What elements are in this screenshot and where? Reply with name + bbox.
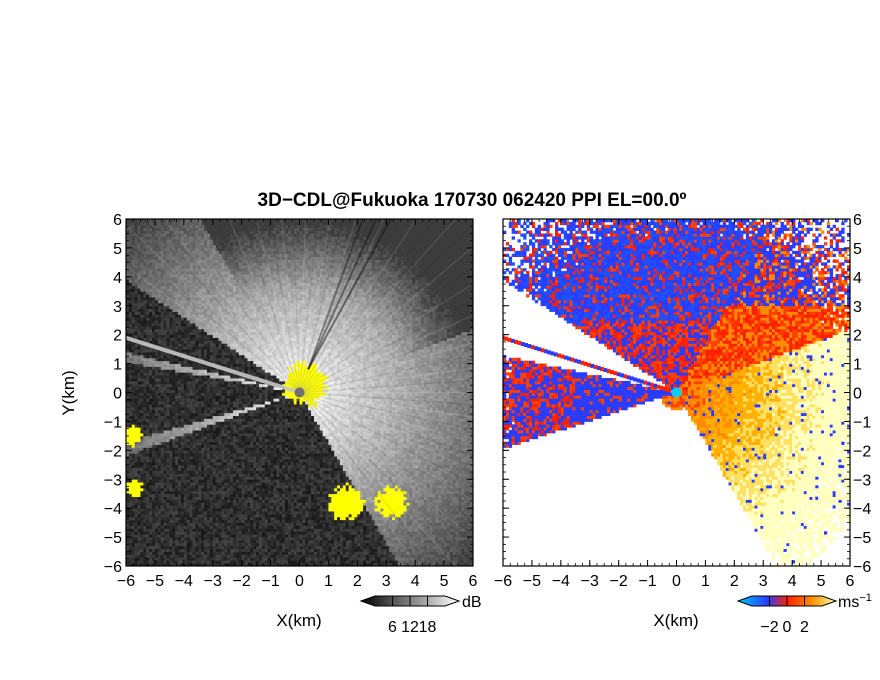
colorbar-tick-label: 2: [800, 619, 809, 636]
x-tick-label: 0: [672, 573, 681, 590]
colorbar-tick-label: 0: [783, 619, 792, 636]
y-tick-label-right: 6: [853, 212, 862, 229]
x-tick-label: −5: [523, 573, 541, 590]
colorbar-tick-label: 12: [401, 619, 419, 636]
velocity-colorbar-unit: ms−1: [838, 592, 872, 611]
y-tick-label: −4: [104, 501, 122, 518]
x-tick-label: 0: [295, 573, 304, 590]
y-tick-label: 0: [113, 386, 122, 403]
y-tick-label-right: 2: [853, 328, 862, 345]
x-tick-label: −6: [117, 573, 135, 590]
x-tick-label: −1: [261, 573, 279, 590]
x-tick-label: 1: [324, 573, 333, 590]
velocity-x-axis-label: X(km): [653, 611, 698, 630]
y-tick-label-right: −6: [853, 559, 871, 576]
y-tick-label-right: −5: [853, 530, 871, 547]
intensity-x-axis-label: X(km): [276, 611, 321, 630]
x-tick-label: −6: [494, 573, 512, 590]
x-tick-label: 2: [730, 573, 739, 590]
x-tick-label: −4: [175, 573, 193, 590]
y-tick-label: 3: [113, 299, 122, 316]
x-tick-label: −3: [204, 573, 222, 590]
y-tick-label: −5: [104, 530, 122, 547]
x-tick-label: 5: [440, 573, 449, 590]
y-tick-label: 2: [113, 328, 122, 345]
y-tick-label: 6: [113, 212, 122, 229]
y-tick-label-right: −2: [853, 443, 871, 460]
velocity-colorbar: −2 0 2 ms−1: [736, 592, 872, 636]
y-tick-label-right: 5: [853, 241, 862, 258]
x-tick-label: 4: [411, 573, 420, 590]
colorbar-tick-label: 6: [388, 619, 397, 636]
y-tick-label: −3: [104, 472, 122, 489]
y-tick-label: −6: [104, 559, 122, 576]
y-tick-label: 5: [113, 241, 122, 258]
colorbar-tick-label: 18: [419, 619, 437, 636]
y-tick-label-right: 1: [853, 357, 862, 374]
x-tick-label: 3: [382, 573, 391, 590]
x-tick-label: 5: [817, 573, 826, 590]
x-tick-label: 2: [353, 573, 362, 590]
x-tick-label: 3: [759, 573, 768, 590]
y-tick-label-right: 3: [853, 299, 862, 316]
y-tick-label-right: −3: [853, 472, 871, 489]
x-tick-label: 6: [846, 573, 855, 590]
x-tick-label: −5: [146, 573, 164, 590]
y-tick-label: −2: [104, 443, 122, 460]
y-tick-label: 4: [113, 270, 122, 287]
y-tick-label: −1: [104, 414, 122, 431]
x-tick-label: −1: [638, 573, 656, 590]
colorbar-tick-label: −2: [760, 619, 778, 636]
x-tick-label: −4: [552, 573, 570, 590]
radar-location-marker: [294, 387, 305, 398]
x-tick-label: 6: [469, 573, 478, 590]
x-tick-label: 1: [701, 573, 710, 590]
radar-location-marker: [671, 387, 682, 398]
x-tick-label: −2: [233, 573, 251, 590]
intensity-plot-area: [126, 219, 473, 566]
y-tick-label: 1: [113, 357, 122, 374]
chart-title: 3D−CDL@Fukuoka 170730 062420 PPI EL=00.0…: [258, 190, 687, 211]
y-tick-label-right: −1: [853, 414, 871, 431]
y-tick-label-right: 4: [853, 270, 862, 287]
intensity-colorbar: 6 12 18 dB: [359, 594, 482, 636]
velocity-plot-area: [503, 219, 850, 566]
y-tick-label-right: 0: [853, 386, 862, 403]
intensity-axis-ticks: −6 −5 −4 −3 −2 −1 0 1 2 3 4 5 6 −6 −5 −4 −3 −2 −1 0 1 2 3 4 5 6: [104, 212, 478, 590]
y-tick-label-right: −4: [853, 501, 871, 518]
x-tick-label: −3: [581, 573, 599, 590]
intensity-colorbar-unit: dB: [462, 594, 482, 611]
intensity-y-axis-label: Y(km): [59, 370, 78, 415]
x-tick-label: 4: [788, 573, 797, 590]
x-tick-label: −2: [610, 573, 628, 590]
